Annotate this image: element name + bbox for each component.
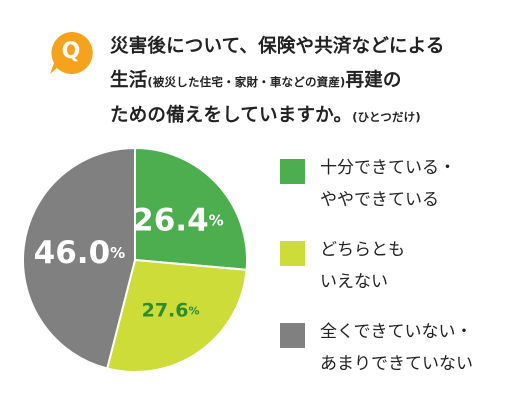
q-letter: Q (61, 39, 81, 64)
question-line-3-small: (ひとつだけ) (352, 110, 421, 124)
pie-slice-0 (134, 146, 248, 271)
q-badge-shape (50, 31, 93, 74)
pie-label-1: 27.6% (142, 299, 200, 321)
legend-swatch-0 (280, 159, 305, 184)
question-line-3: ための備えをしていますか。(ひとつだけ) (110, 99, 520, 134)
question-line-2: 生活(被災した住宅・家財・車などの資産)再建の (110, 64, 520, 99)
legend-label-0-line-2: ややできている (320, 190, 439, 210)
legend-label-0-line-1: 十分できている・ (320, 158, 456, 178)
question-line-3-main: ための備えをしていますか。 (110, 105, 353, 126)
pie-chart: 26.4% 27.6% 46.0% (20, 145, 250, 375)
legend-item-2: 全くできていない・ あまりできていない (280, 316, 520, 398)
legend-label-1: どちらとも いえない (320, 234, 405, 298)
legend-item-1: どちらとも いえない (280, 234, 520, 316)
legend-swatch-1 (280, 241, 305, 266)
question-badge: Q (48, 30, 94, 76)
question-line-2-main: 生活 (110, 70, 148, 91)
legend: 十分できている・ ややできている どちらとも いえない 全くできていない・ あま… (280, 152, 520, 398)
legend-label-2-line-2: あまりできていない (320, 354, 473, 374)
pie-slice-2 (22, 146, 136, 370)
pie-label-0-number: 26.4 (132, 203, 209, 239)
legend-label-2-line-1: 全くできていない・ (320, 322, 473, 342)
pie-svg: 26.4%27.6%46.0% (22, 146, 248, 373)
legend-item-0: 十分できている・ ややできている (280, 152, 520, 234)
pie-slice-1 (105, 258, 248, 373)
legend-label-1-line-1: どちらとも (320, 240, 405, 260)
question-line-2-tail: 再建の (345, 70, 402, 91)
pie-label-0: 26.4% (132, 203, 224, 239)
question-line-1: 災害後について、保険や共済などによる (110, 36, 445, 57)
question-line-2-small: (被災した住宅・家財・車などの資産) (147, 75, 346, 89)
pie-label-2: 46.0% (34, 235, 126, 271)
pie-label-1-unit: % (189, 304, 200, 317)
pie-label-1-number: 27.6 (142, 299, 189, 321)
pie-label-0-unit: % (209, 212, 224, 230)
legend-swatch-2 (280, 323, 305, 348)
legend-label-0: 十分できている・ ややできている (320, 152, 456, 216)
legend-label-1-line-2: いえない (320, 272, 388, 292)
pie-label-2-unit: % (110, 244, 125, 262)
pie-label-2-number: 46.0 (34, 235, 111, 271)
legend-label-2: 全くできていない・ あまりできていない (320, 316, 473, 380)
question-text: 災害後について、保険や共済などによる 生活(被災した住宅・家財・車などの資産)再… (110, 30, 520, 134)
